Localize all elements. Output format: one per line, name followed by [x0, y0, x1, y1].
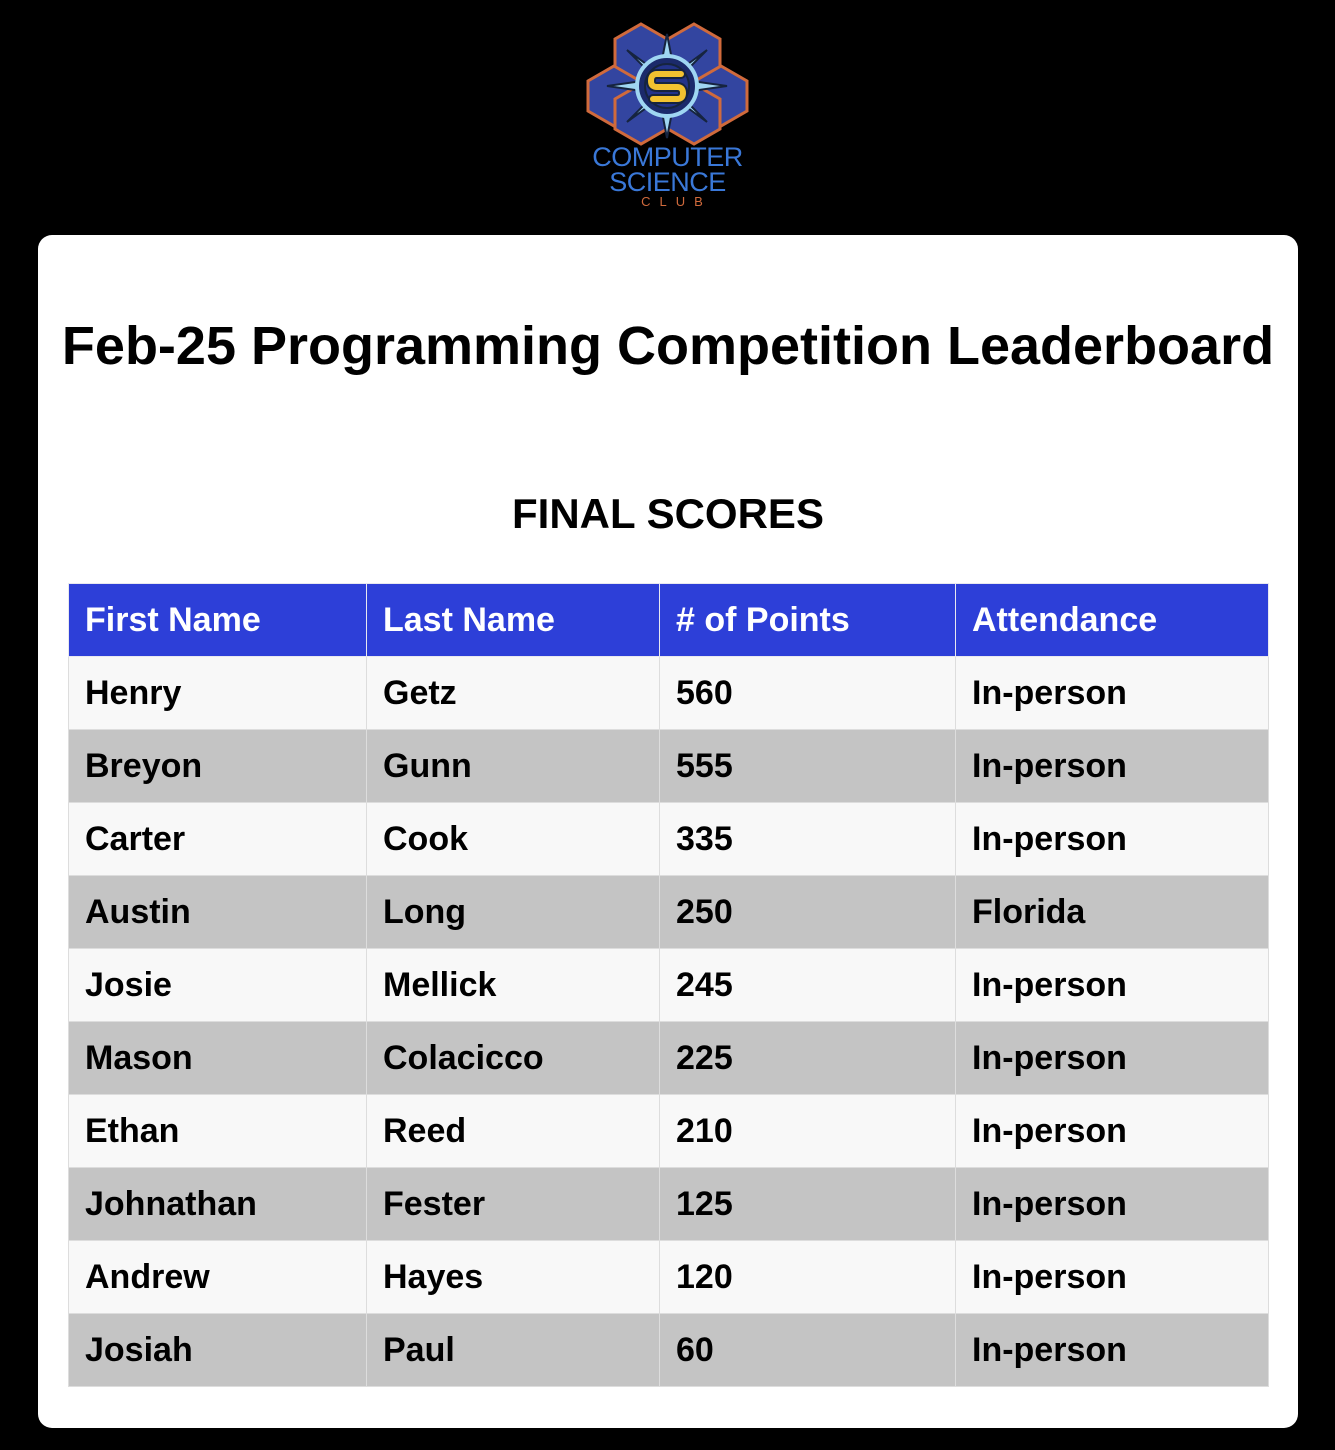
- cell-attendance: In-person: [955, 1167, 1269, 1241]
- cell-last-name: Gunn: [366, 729, 660, 803]
- cell-points: 125: [659, 1167, 956, 1241]
- cell-last-name: Paul: [366, 1313, 660, 1387]
- column-header-points: # of Points: [659, 583, 956, 657]
- cell-points: 250: [659, 875, 956, 949]
- table-row: Austin Long 250 Florida: [68, 875, 1269, 949]
- cell-first-name: Mason: [68, 1021, 367, 1095]
- table-row: Henry Getz 560 In-person: [68, 656, 1269, 730]
- table-row: Breyon Gunn 555 In-person: [68, 729, 1269, 803]
- cell-last-name: Fester: [366, 1167, 660, 1241]
- cell-first-name: Josiah: [68, 1313, 367, 1387]
- table-row: Johnathan Fester 125 In-person: [68, 1167, 1269, 1241]
- cell-attendance: Florida: [955, 875, 1269, 949]
- cell-first-name: Ethan: [68, 1094, 367, 1168]
- table-row: Carter Cook 335 In-person: [68, 802, 1269, 876]
- cell-first-name: Carter: [68, 802, 367, 876]
- cell-attendance: In-person: [955, 656, 1269, 730]
- cell-last-name: Colacicco: [366, 1021, 660, 1095]
- column-header-first-name: First Name: [68, 583, 367, 657]
- computer-science-club-logo-icon: [586, 22, 749, 146]
- cell-last-name: Mellick: [366, 948, 660, 1022]
- cell-attendance: In-person: [955, 1313, 1269, 1387]
- cell-points: 225: [659, 1021, 956, 1095]
- cell-points: 120: [659, 1240, 956, 1314]
- cell-last-name: Getz: [366, 656, 660, 730]
- table-row: Mason Colacicco 225 In-person: [68, 1021, 1269, 1095]
- cell-points: 60: [659, 1313, 956, 1387]
- cell-points: 210: [659, 1094, 956, 1168]
- table-row: Ethan Reed 210 In-person: [68, 1094, 1269, 1168]
- logo-text-club: CLUB: [641, 194, 712, 209]
- cell-attendance: In-person: [955, 948, 1269, 1022]
- cell-first-name: Andrew: [68, 1240, 367, 1314]
- table-row: Josie Mellick 245 In-person: [68, 948, 1269, 1022]
- leaderboard-card: Feb-25 Programming Competition Leaderboa…: [38, 235, 1298, 1428]
- cell-attendance: In-person: [955, 802, 1269, 876]
- club-logo: COMPUTER SCIENCE CLUB: [560, 14, 775, 214]
- cell-first-name: Breyon: [68, 729, 367, 803]
- cell-first-name: Henry: [68, 656, 367, 730]
- cell-last-name: Cook: [366, 802, 660, 876]
- page-title: Feb-25 Programming Competition Leaderboa…: [61, 316, 1275, 376]
- cell-attendance: In-person: [955, 1240, 1269, 1314]
- final-scores-heading: FINAL SCORES: [512, 490, 824, 537]
- cell-points: 245: [659, 948, 956, 1022]
- cell-first-name: Johnathan: [68, 1167, 367, 1241]
- cell-points: 335: [659, 802, 956, 876]
- column-header-last-name: Last Name: [366, 583, 660, 657]
- leaderboard-table: First Name Last Name # of Points Attenda…: [68, 583, 1269, 1387]
- column-header-attendance: Attendance: [955, 583, 1269, 657]
- cell-last-name: Long: [366, 875, 660, 949]
- cell-attendance: In-person: [955, 1021, 1269, 1095]
- cell-attendance: In-person: [955, 729, 1269, 803]
- table-header-row: First Name Last Name # of Points Attenda…: [68, 583, 1269, 657]
- cell-points: 555: [659, 729, 956, 803]
- cell-points: 560: [659, 656, 956, 730]
- table-row: Andrew Hayes 120 In-person: [68, 1240, 1269, 1314]
- cell-attendance: In-person: [955, 1094, 1269, 1168]
- logo-text-computer: COMPUTER: [592, 142, 743, 172]
- logo-text-science: SCIENCE: [609, 167, 726, 197]
- cell-first-name: Austin: [68, 875, 367, 949]
- table-row: Josiah Paul 60 In-person: [68, 1313, 1269, 1387]
- cell-first-name: Josie: [68, 948, 367, 1022]
- cell-last-name: Reed: [366, 1094, 660, 1168]
- cell-last-name: Hayes: [366, 1240, 660, 1314]
